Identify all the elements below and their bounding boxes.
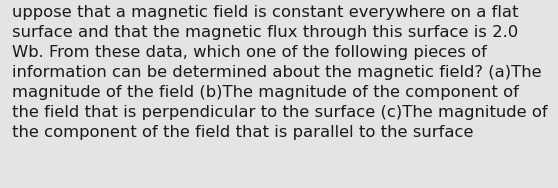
Text: uppose that a magnetic field is constant everywhere on a flat
surface and that t: uppose that a magnetic field is constant… xyxy=(12,5,548,140)
